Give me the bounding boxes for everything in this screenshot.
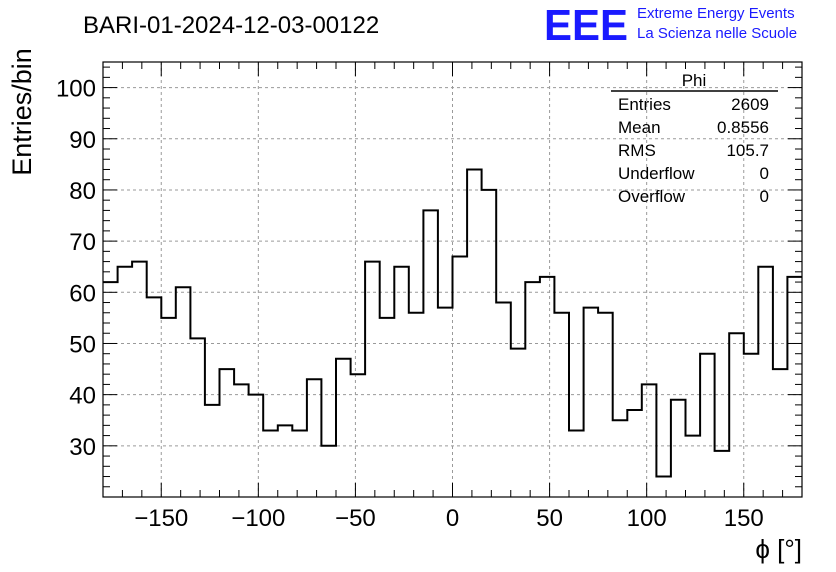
stats-name: Phi (682, 71, 707, 90)
histogram-bin (118, 267, 133, 497)
histogram-bin (161, 318, 176, 497)
histogram-bin (729, 333, 744, 497)
histogram-bin (365, 262, 380, 497)
histogram-bin (496, 303, 511, 497)
y-tick-label: 50 (69, 331, 96, 358)
stats-label-entries: Entries (618, 95, 671, 114)
histogram-bin (511, 349, 526, 497)
histogram-bin (190, 338, 205, 497)
histogram-bin (292, 430, 307, 497)
histogram-bin (700, 354, 715, 497)
x-tick-label: −50 (335, 505, 376, 532)
histogram-bin (482, 190, 497, 497)
stats-value-entries: 2609 (731, 95, 769, 114)
histogram-bin (336, 359, 351, 497)
y-tick-label: 90 (69, 127, 96, 154)
y-tick-label: 70 (69, 229, 96, 256)
histogram-bin (744, 354, 759, 497)
histogram-bin (540, 277, 555, 497)
y-axis-label: Entries/bin (7, 48, 37, 176)
histogram-line (103, 168, 802, 478)
histogram-bin (613, 420, 628, 497)
histogram-bin (263, 430, 278, 497)
histogram-bin (453, 256, 468, 497)
eee-logo-mark: EEE (544, 1, 628, 50)
histogram-bin (220, 369, 235, 497)
grid-layer (103, 62, 802, 497)
histogram-bin (249, 395, 264, 497)
eee-logo-line1: Extreme Energy Events (637, 5, 795, 22)
histogram-bin (394, 267, 409, 497)
histogram-bin (307, 379, 322, 497)
chart-title: BARI-01-2024-12-03-00122 (83, 12, 379, 39)
stats-label-overflow: Overflow (618, 187, 686, 206)
y-tick-label: 100 (56, 76, 96, 103)
y-tick-label: 80 (69, 178, 96, 205)
histogram-bin (103, 282, 118, 497)
histogram-bin (351, 374, 366, 497)
x-tick-label: 0 (446, 505, 459, 532)
x-tick-label: 50 (536, 505, 563, 532)
histogram-bin (438, 308, 453, 497)
histogram-bin (656, 477, 671, 497)
histogram-bin (147, 297, 162, 497)
histogram-bin (598, 313, 613, 497)
histogram-bin (642, 384, 657, 497)
histogram-bin (409, 313, 424, 497)
stats-value-rms: 105.7 (726, 141, 769, 160)
y-tick-label: 40 (69, 383, 96, 410)
histogram-bin (321, 446, 336, 497)
histogram-bin (423, 210, 438, 497)
x-tick-label: 150 (724, 505, 764, 532)
stats-value-mean: 0.8556 (717, 118, 769, 137)
histogram-bin (715, 451, 730, 497)
histogram-bin (569, 430, 584, 497)
tick-labels: −150 −100 −50 0 50 100 150 30 40 50 60 70 80 90 100 (56, 76, 764, 532)
x-axis-label: ϕ [°] (755, 534, 802, 564)
y-tick-label: 30 (69, 434, 96, 461)
stats-value-underflow: 0 (760, 164, 769, 183)
stats-label-rms: RMS (618, 141, 656, 160)
ticks-layer (103, 62, 802, 497)
eee-logo-line2: La Scienza nelle Scuole (637, 25, 797, 42)
histogram-bin (380, 318, 395, 497)
stats-box: Phi Entries 2609 Mean 0.8556 RMS 105.7 U… (611, 71, 778, 206)
histogram-bin (773, 369, 788, 497)
histogram-bin (554, 313, 569, 497)
histogram-bin (525, 282, 540, 497)
eee-logo: EEE Extreme Energy Events La Scienza nel… (544, 1, 797, 50)
histogram-bin (176, 287, 191, 497)
stats-label-underflow: Underflow (618, 164, 695, 183)
histogram-bin (787, 277, 802, 497)
histogram-bin (132, 262, 147, 497)
histogram-bin (671, 400, 686, 497)
histogram-bin (467, 169, 482, 497)
y-tick-label: 60 (69, 280, 96, 307)
histogram-bin (584, 308, 599, 497)
histogram-bin (758, 267, 773, 497)
x-tick-label: 100 (627, 505, 667, 532)
histogram-bin (234, 384, 249, 497)
histogram-bin (627, 410, 642, 497)
stats-value-overflow: 0 (760, 187, 769, 206)
stats-label-mean: Mean (618, 118, 661, 137)
x-tick-label: −150 (134, 505, 188, 532)
x-tick-label: −100 (231, 505, 285, 532)
histogram-bin (278, 425, 293, 497)
histogram-bin (205, 405, 220, 497)
histogram-bin (686, 436, 701, 497)
